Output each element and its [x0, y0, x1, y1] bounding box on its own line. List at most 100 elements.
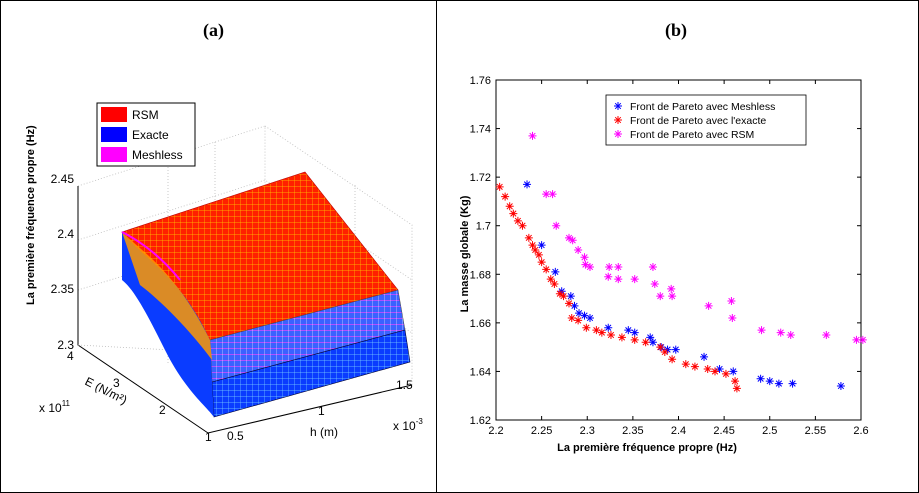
data-point: [667, 285, 675, 293]
y-tick: 4: [67, 349, 74, 363]
x-tick-label: 2.4: [671, 425, 686, 437]
x-axis-label: La première fréquence propre (Hz): [557, 442, 737, 454]
y-tick-label: 1.66: [470, 318, 491, 330]
data-point: [757, 375, 765, 383]
data-point: [705, 302, 713, 310]
data-point: [729, 367, 737, 375]
legend-swatch-rsm: [101, 107, 127, 122]
data-point: [567, 292, 575, 300]
data-point: [586, 263, 594, 271]
data-point: [672, 346, 680, 354]
z-tick: 2.45: [51, 172, 75, 186]
x-tick-label: 2.45: [713, 425, 734, 437]
legend-label: Front de Pareto avec RSM: [630, 129, 754, 141]
pareto-legend: Front de Pareto avec Meshless Front de Pa…: [606, 95, 806, 145]
data-point: [731, 377, 739, 385]
data-point: [604, 273, 612, 281]
data-point: [787, 331, 795, 339]
data-point: [586, 314, 594, 322]
z-tick-labels: 2.3 2.35 2.4 2.45: [51, 172, 75, 352]
x-axis-multiplier: x 10-3: [393, 417, 423, 433]
data-point: [631, 275, 639, 283]
y-axis-multiplier: x 1011: [39, 399, 71, 415]
legend-swatch-meshless: [101, 147, 127, 162]
legend-marker: [614, 116, 622, 124]
surface-legend: RSM Exacte Meshless: [97, 103, 195, 166]
data-point: [542, 265, 550, 273]
legend-label: Front de Pareto avec Meshless: [630, 101, 775, 113]
legend-swatch-exacte: [101, 127, 127, 142]
legend-label: Front de Pareto avec l'exacte: [630, 115, 766, 127]
x-tick-labels: 2.2 2.25 2.3 2.35 2.4 2.45 2.5 2.55 2.6: [488, 425, 868, 437]
z-tick: 2.4: [57, 227, 74, 241]
data-point: [837, 382, 845, 390]
data-point: [656, 292, 664, 300]
y-tick-label: 1.64: [470, 366, 491, 378]
data-point: [549, 190, 557, 198]
data-point: [682, 360, 690, 368]
data-point: [538, 241, 546, 249]
legend-marker: [614, 102, 622, 110]
pareto-scatter-chart: Front de Pareto avec Meshless Front de Pa…: [437, 0, 917, 493]
data-point: [618, 333, 626, 341]
y-axis-label: E (N/m²): [83, 374, 130, 407]
z-axis-label: La première fréquence propre (Hz): [25, 125, 37, 305]
data-point: [859, 336, 867, 344]
x-axis-label: h (m): [310, 425, 338, 439]
data-point: [704, 365, 712, 373]
y-tick-label: 1.74: [470, 124, 491, 136]
data-point: [733, 384, 741, 392]
data-point: [758, 326, 766, 334]
x-tick-label: 2.55: [805, 425, 826, 437]
data-point: [538, 258, 546, 266]
y-tick-label: 1.68: [470, 269, 491, 281]
data-point: [727, 297, 735, 305]
data-point: [691, 363, 699, 371]
data-point: [506, 202, 514, 210]
x-tick-label: 2.5: [762, 425, 777, 437]
response-surface: [122, 172, 410, 417]
data-point: [565, 299, 573, 307]
y-tick-label: 1.76: [470, 75, 491, 87]
data-point: [711, 367, 719, 375]
x-tick: 1.5: [396, 378, 413, 392]
data-point: [604, 324, 612, 332]
data-point: [631, 336, 639, 344]
data-point: [501, 193, 509, 201]
y-tick-label: 1.72: [470, 172, 491, 184]
z-tick: 2.35: [51, 282, 75, 296]
y-axis-label: La masse globale (Kg): [459, 195, 471, 312]
data-point: [700, 353, 708, 361]
data-point: [581, 253, 589, 261]
data-point: [531, 246, 539, 254]
data-point: [766, 377, 774, 385]
legend-label-meshless: Meshless: [132, 148, 183, 162]
data-point: [775, 380, 783, 388]
y-tick-labels: 1.62 1.64 1.66 1.68 1.7 1.72 1.74 1.76: [470, 75, 491, 427]
data-point: [547, 275, 555, 283]
data-point: [668, 292, 676, 300]
data-point: [551, 268, 559, 276]
legend-label-rsm: RSM: [132, 108, 159, 122]
data-point: [722, 370, 730, 378]
data-point: [728, 314, 736, 322]
data-point: [822, 331, 830, 339]
data-point: [661, 348, 669, 356]
y-tick-label: 1.7: [476, 221, 491, 233]
data-point: [496, 183, 504, 191]
data-point: [574, 316, 582, 324]
x-tick: 1: [318, 404, 325, 418]
data-point: [668, 355, 676, 363]
legend-label-exacte: Exacte: [132, 128, 169, 142]
x-tick-label: 2.25: [531, 425, 552, 437]
x-tick: 0.5: [227, 429, 244, 443]
y-tick: 2: [159, 403, 166, 417]
data-point: [529, 132, 537, 140]
legend-marker: [614, 130, 622, 138]
data-point: [649, 338, 657, 346]
x-tick-label: 2.6: [853, 425, 868, 437]
x-tick-label: 2.35: [622, 425, 643, 437]
surface-plot: RSM Exacte Meshless 2.3 2.35 2.4 2.45 La…: [0, 0, 436, 493]
data-point: [574, 246, 582, 254]
data-point: [777, 329, 785, 337]
